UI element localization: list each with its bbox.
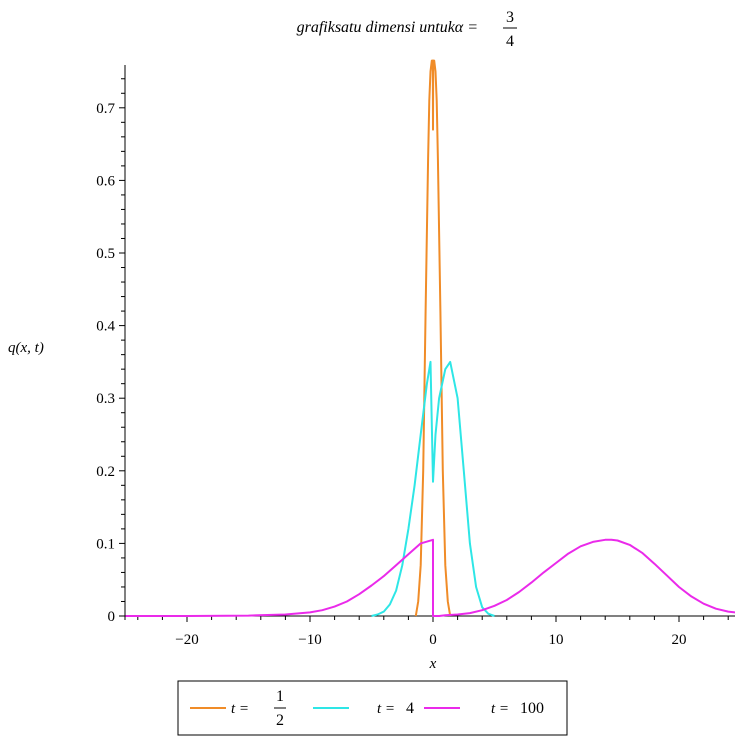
y-ticks: 0 0.1 0.2 0.3 0.4 0.5 0.6 0.7 [96,78,125,625]
series-line-2 [125,538,735,617]
y-tick-label: 0.4 [96,319,115,335]
x-tick-label: 10 [549,632,564,648]
x-axis-label: x [429,656,437,672]
title-text: grafiksatu dimensi untukα = [297,19,478,36]
series-lines [125,59,735,617]
x-ticks: −20 −10 0 10 20 [137,616,729,648]
y-tick-label: 0.5 [96,246,115,262]
legend: t = 1 2 t = 4 t = 100 [177,680,568,736]
x-tick-label: 20 [672,632,687,648]
legend-frac-denominator: 2 [276,712,284,729]
title-frac-numerator: 3 [506,9,514,26]
legend-value-t-4: 4 [406,700,414,717]
chart-title: grafiksatu dimensi untukα = 3 4 [297,9,517,50]
legend-label-t-4: t = [377,701,395,717]
y-tick-label: 0.3 [96,391,115,407]
series-line-1 [371,360,495,617]
legend-frac-numerator: 1 [276,688,284,705]
y-tick-label: 0.7 [96,101,115,117]
y-tick-label: 0.6 [96,173,115,189]
y-tick-label: 0.2 [96,464,115,480]
y-tick-label: 0.1 [96,536,115,552]
y-axis-label: q(x, t) [8,340,44,356]
legend-box [177,680,568,736]
x-tick-label: −20 [175,632,198,648]
series-line-0 [414,59,452,617]
legend-value-t-100: 100 [520,700,544,717]
x-tick-label: 0 [429,632,437,648]
legend-label-t-half: t = [231,701,249,717]
x-tick-label: −10 [298,632,321,648]
legend-label-t-100: t = [491,701,509,717]
title-frac-denominator: 4 [506,33,514,50]
y-tick-label: 0 [108,609,116,625]
